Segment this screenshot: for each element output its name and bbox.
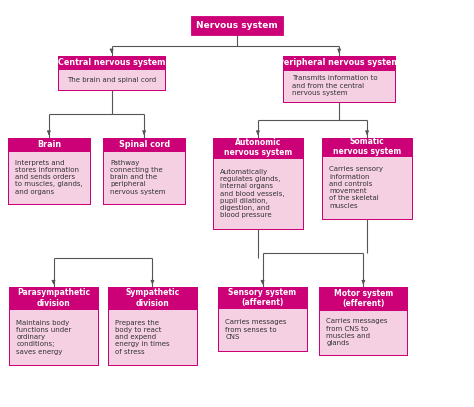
Bar [283, 70, 395, 102]
Text: Prepares the
body to react
and expend
energy in times
of stress: Prepares the body to react and expend en… [115, 319, 170, 354]
Bar [8, 138, 90, 204]
Bar [322, 138, 412, 219]
Bar [109, 287, 197, 309]
Text: Nervous system: Nervous system [196, 21, 278, 30]
Bar [219, 287, 307, 351]
Bar [191, 16, 283, 35]
Bar [58, 56, 165, 70]
Bar [219, 309, 307, 351]
Text: Maintains body
functions under
ordinary
conditions;
saves energy: Maintains body functions under ordinary … [17, 319, 72, 354]
Bar [103, 151, 185, 204]
Bar [9, 309, 98, 365]
Text: Transmits information to
and from the central
nervous system: Transmits information to and from the ce… [292, 75, 378, 96]
Text: Peripheral nervous system: Peripheral nervous system [278, 58, 400, 67]
Bar [322, 155, 412, 219]
Bar [322, 138, 412, 155]
Text: Automatically
regulates glands,
internal organs
and blood vessels,
pupil dilatio: Automatically regulates glands, internal… [220, 169, 284, 219]
Bar [109, 287, 197, 365]
Text: Pathway
connecting the
brain and the
peripheral
nervous system: Pathway connecting the brain and the per… [110, 160, 165, 195]
Bar [219, 287, 307, 309]
Bar [109, 309, 197, 365]
Text: Carries messages
from CNS to
muscles and
glands: Carries messages from CNS to muscles and… [326, 318, 388, 346]
Text: Interprets and
stores information
and sends orders
to muscles, glands,
and organ: Interprets and stores information and se… [15, 160, 82, 195]
Text: Brain: Brain [37, 140, 61, 149]
Bar [103, 138, 185, 151]
Bar [9, 287, 98, 365]
Text: Carries sensory
information
and controls
movement
of the skeletal
muscles: Carries sensory information and controls… [329, 166, 383, 209]
Bar [213, 158, 303, 230]
Bar [213, 138, 303, 230]
Text: The brain and spinal cord: The brain and spinal cord [67, 77, 156, 83]
Text: Sympathetic
division: Sympathetic division [125, 289, 180, 308]
Bar [103, 138, 185, 204]
Text: Sensory system
(afferent): Sensory system (afferent) [228, 288, 297, 308]
Bar [319, 287, 408, 355]
Text: Spinal cord: Spinal cord [118, 140, 170, 149]
Bar [8, 151, 90, 204]
Bar [58, 56, 165, 90]
Text: Somatic
nervous system: Somatic nervous system [333, 137, 401, 156]
Bar [319, 310, 408, 355]
Bar [283, 56, 395, 70]
Text: Central nervous system: Central nervous system [58, 58, 165, 67]
Bar [9, 287, 98, 309]
Text: Parasympathetic
division: Parasympathetic division [17, 289, 90, 308]
Text: Autonomic
nervous system: Autonomic nervous system [224, 138, 292, 158]
Bar [213, 138, 303, 158]
Text: Motor system
(efferent): Motor system (efferent) [334, 289, 393, 308]
Bar [8, 138, 90, 151]
Text: Carries messages
from senses to
CNS: Carries messages from senses to CNS [226, 319, 287, 340]
Bar [283, 56, 395, 102]
Bar [319, 287, 408, 310]
Bar [58, 70, 165, 90]
